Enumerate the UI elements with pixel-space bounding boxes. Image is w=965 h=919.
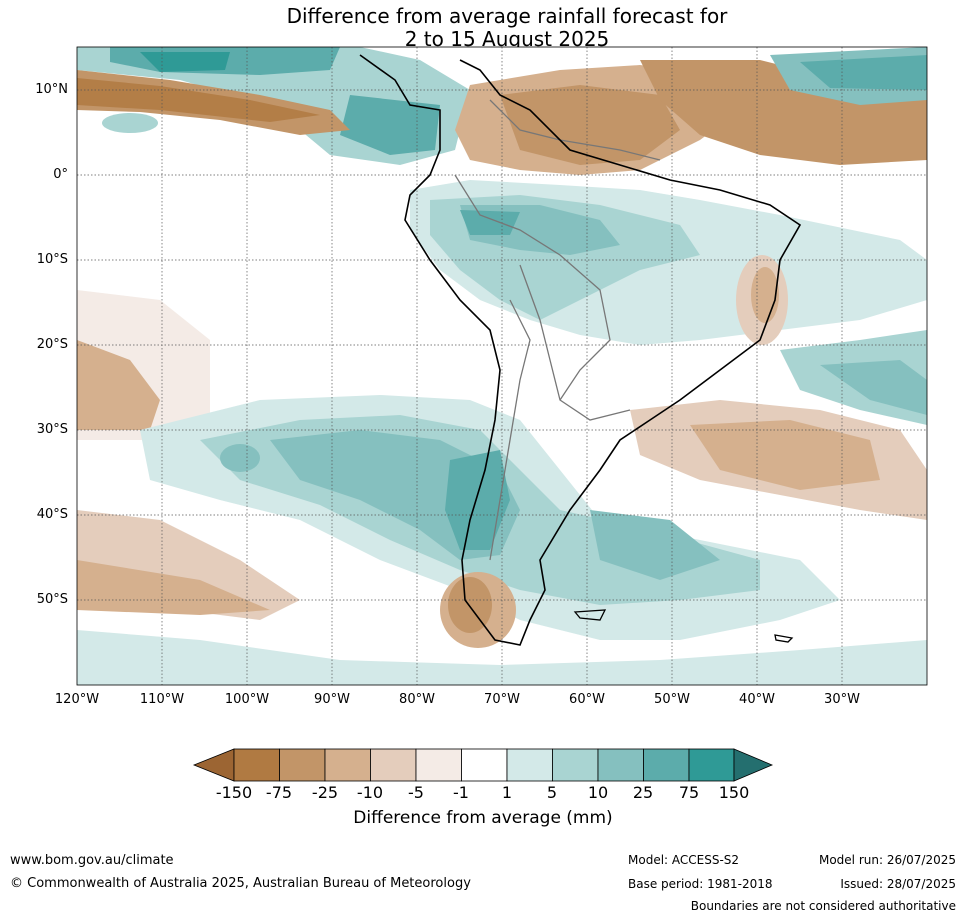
model-name: Model: ACCESS-S2 [628, 853, 740, 867]
model-run-date: Model run: 26/07/2025 [818, 853, 956, 867]
map-frame [76, 46, 928, 686]
coastline [774, 634, 794, 643]
colorbar-tick: -5 [408, 783, 424, 802]
colorbar-tick: 75 [678, 783, 700, 802]
lat-label-40s: 40°S [36, 507, 68, 522]
base-period: Base period: 1981-2018 [628, 877, 773, 891]
rainfall-anomaly-map [76, 46, 928, 686]
lon-label-110w: 110°W [139, 692, 185, 707]
colorbar-tick: 1 [501, 783, 513, 802]
wet-area [77, 630, 927, 685]
lon-label-60w: 60°W [569, 692, 605, 707]
dry-area [77, 340, 160, 430]
anomaly-shading [77, 47, 927, 685]
wet-area [800, 55, 927, 90]
lon-label-120w: 120°W [54, 692, 100, 707]
dry-area [77, 560, 270, 615]
colorbar-swatch [552, 748, 599, 782]
colorbar-swatch [370, 748, 417, 782]
dry-area [500, 85, 680, 165]
lon-label-100w: 100°W [224, 692, 270, 707]
boundary-disclaimer: Boundaries are not considered authoritat… [690, 899, 956, 913]
colorbar-tick: -150 [215, 783, 253, 802]
colorbar-swatch [597, 748, 644, 782]
colorbar-tick: -75 [265, 783, 293, 802]
colorbar [192, 748, 774, 782]
lon-label-30w: 30°W [824, 692, 860, 707]
wet-area [220, 444, 260, 472]
colorbar-swatch [415, 748, 462, 782]
wet-area [590, 510, 720, 580]
colorbar-swatch [643, 748, 690, 782]
lat-label-10s: 10°S [36, 252, 68, 267]
lat-label-0: 0° [53, 167, 68, 182]
wet-area [460, 210, 520, 235]
colorbar-tick: 150 [718, 783, 750, 802]
colorbar-swatch [324, 748, 371, 782]
website-link[interactable]: www.bom.gov.au/climate [10, 853, 174, 868]
wet-area [445, 450, 510, 550]
lon-label-70w: 70°W [484, 692, 520, 707]
lon-label-40w: 40°W [739, 692, 775, 707]
colorbar-swatch [279, 748, 326, 782]
lat-label-30s: 30°S [36, 422, 68, 437]
colorbar-swatch [461, 748, 508, 782]
dry-area [448, 577, 492, 633]
lat-label-10n: 10°N [35, 82, 68, 97]
colorbar-swatch [506, 748, 553, 782]
lon-label-80w: 80°W [399, 692, 435, 707]
lon-label-90w: 90°W [314, 692, 350, 707]
dry-area [77, 78, 320, 122]
wet-area [820, 360, 927, 415]
dry-area [690, 420, 880, 490]
colorbar-swatch-min [192, 748, 235, 782]
colorbar-tick: -10 [356, 783, 384, 802]
colorbar-tick: 5 [546, 783, 558, 802]
colorbar-tick: 25 [632, 783, 654, 802]
colorbar-swatch [233, 748, 280, 782]
colorbar-tick: 10 [587, 783, 609, 802]
wet-area [140, 52, 230, 72]
graticule [77, 47, 927, 685]
lon-label-50w: 50°W [654, 692, 690, 707]
coastline [573, 609, 607, 621]
colorbar-tick: -25 [311, 783, 339, 802]
lat-label-50s: 50°S [36, 592, 68, 607]
lat-label-20s: 20°S [36, 337, 68, 352]
coastline [359, 54, 802, 646]
wet-area [340, 95, 440, 155]
colorbar-tick: -1 [453, 783, 469, 802]
colorbar-swatch-max [733, 748, 774, 782]
wet-area [102, 113, 158, 133]
issued-date: Issued: 28/07/2025 [840, 877, 956, 891]
colorbar-swatch [688, 748, 735, 782]
copyright-text: © Commonwealth of Australia 2025, Austra… [10, 876, 471, 891]
colorbar-title: Difference from average (mm) [353, 808, 613, 828]
map-title-line-1: Difference from average rainfall forecas… [286, 4, 728, 28]
